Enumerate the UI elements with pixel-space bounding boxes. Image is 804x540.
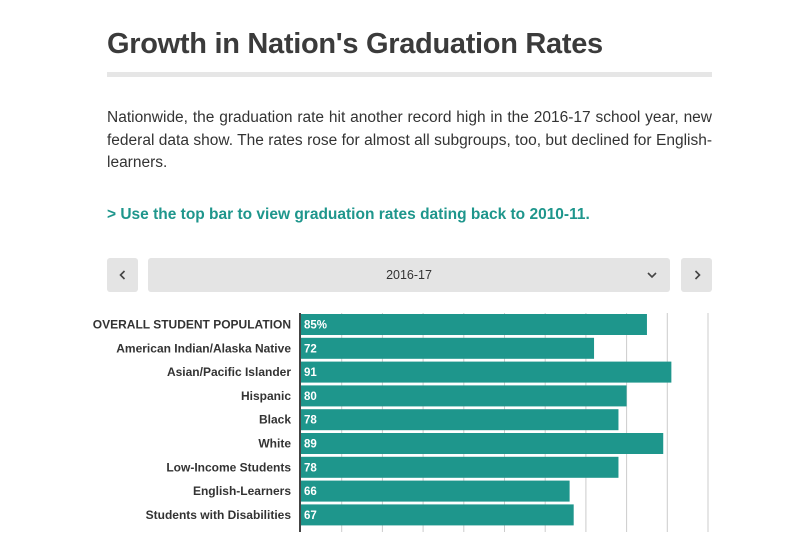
previous-year-button[interactable] bbox=[107, 258, 138, 292]
bar bbox=[301, 385, 627, 407]
bar bbox=[301, 433, 664, 454]
bar bbox=[301, 337, 595, 359]
category-label: OVERALL STUDENT POPULATION bbox=[93, 318, 291, 332]
category-label: Hispanic bbox=[241, 389, 291, 403]
category-label: Low-Income Students bbox=[166, 460, 291, 474]
category-label: American Indian/Alaska Native bbox=[116, 341, 291, 355]
data-label: 66 bbox=[304, 486, 317, 498]
chevron-down-icon bbox=[647, 272, 657, 279]
category-label: Asian/Pacific Islander bbox=[167, 365, 291, 379]
data-label: 78 bbox=[304, 415, 317, 427]
instruction-text: > Use the top bar to view graduation rat… bbox=[107, 206, 590, 223]
category-label: White bbox=[258, 437, 291, 451]
title-divider bbox=[107, 72, 712, 77]
data-label: 80 bbox=[304, 391, 317, 403]
bar bbox=[301, 361, 672, 383]
page-title: Growth in Nation's Graduation Rates bbox=[107, 28, 603, 60]
bar bbox=[301, 504, 574, 526]
bar bbox=[301, 409, 619, 431]
bar bbox=[301, 456, 619, 478]
chevron-right-icon bbox=[694, 270, 701, 280]
data-label: 85% bbox=[304, 320, 327, 332]
data-label: 72 bbox=[304, 343, 317, 355]
year-select[interactable]: 2016-17 bbox=[148, 258, 670, 292]
next-year-button[interactable] bbox=[681, 258, 712, 292]
data-label: 91 bbox=[304, 367, 317, 379]
category-label: Students with Disabilities bbox=[146, 508, 292, 522]
bar bbox=[301, 480, 570, 502]
selected-year: 2016-17 bbox=[386, 268, 432, 282]
data-label: 78 bbox=[304, 462, 317, 474]
intro-paragraph: Nationwide, the graduation rate hit anot… bbox=[107, 109, 712, 171]
category-label: English-Learners bbox=[193, 484, 291, 498]
category-label: Black bbox=[259, 413, 291, 427]
data-label: 89 bbox=[304, 439, 317, 451]
data-label: 67 bbox=[304, 510, 317, 522]
chevron-left-icon bbox=[118, 270, 125, 280]
bar bbox=[301, 314, 647, 335]
